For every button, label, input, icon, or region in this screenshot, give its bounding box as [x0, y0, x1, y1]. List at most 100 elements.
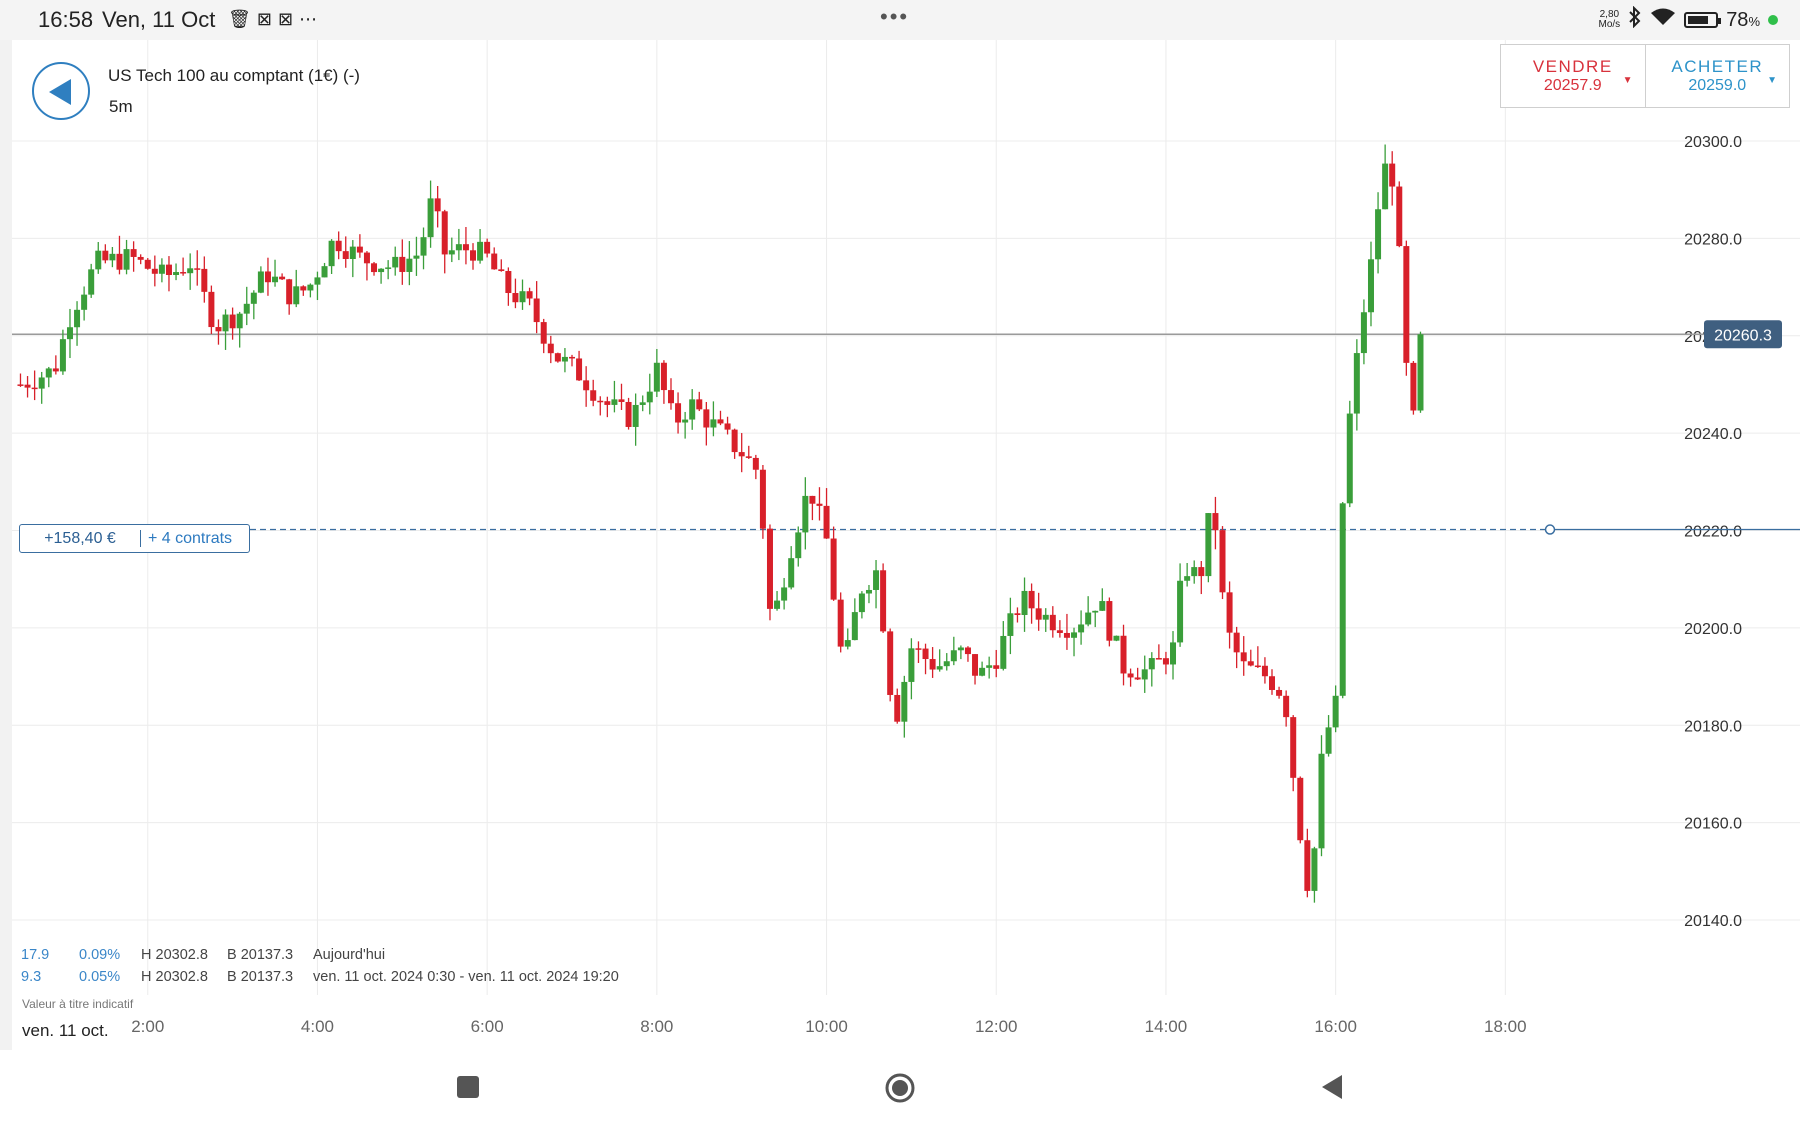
- candle-body: [38, 377, 45, 389]
- buy-price: 20259.0: [1688, 77, 1747, 94]
- candle-body: [1155, 658, 1162, 660]
- candle-body: [1389, 163, 1396, 187]
- chart-panel[interactable]: 20140.0 20160.0 20180.0 20200.0 20220.0 20240…: [12, 40, 1800, 1050]
- instrument-name[interactable]: US Tech 100 au comptant (1€) (-): [108, 66, 360, 85]
- back-button[interactable]: [32, 62, 90, 120]
- candle-body: [1148, 658, 1155, 670]
- candle-body: [17, 384, 24, 386]
- trash-icon: 🗑: [228, 9, 257, 29]
- position-marker: [1544, 524, 1556, 535]
- candle-body: [851, 612, 858, 641]
- candle-body: [1162, 658, 1169, 665]
- bluetooth-icon: [1628, 5, 1642, 34]
- stat-low: B 20137.3: [227, 969, 294, 985]
- chevron-down-icon[interactable]: ▼: [1767, 75, 1777, 86]
- sell-button[interactable]: VENDRE 20257.9 ▼: [1501, 45, 1646, 107]
- candle-body: [130, 249, 137, 257]
- candle-body: [215, 327, 222, 332]
- candle-body: [1283, 695, 1290, 718]
- candle-body: [137, 256, 144, 260]
- candle-body: [1325, 727, 1332, 754]
- candle-body: [696, 399, 703, 410]
- candle-body: [1375, 209, 1382, 260]
- candle-body: [894, 694, 901, 722]
- video-off-icon: ⊠: [277, 9, 300, 29]
- candle-body: [484, 241, 491, 254]
- candle-body: [1240, 652, 1247, 662]
- candle-body: [731, 429, 738, 453]
- candle-body: [349, 246, 356, 259]
- candle-body: [1184, 576, 1191, 581]
- current-price-label: 20260.3: [1714, 327, 1772, 344]
- candle-body: [1063, 632, 1070, 638]
- candle-body: [1247, 661, 1254, 666]
- candle-body: [477, 241, 484, 261]
- status-indicators: 2,80 Mo/s 78%: [1599, 5, 1778, 34]
- candle-body: [979, 667, 986, 676]
- candle-body: [569, 356, 575, 359]
- candle-body: [929, 659, 936, 670]
- position-badge[interactable]: +158,40 € + 4 contrats: [19, 524, 250, 553]
- candle-body: [1092, 610, 1099, 613]
- candle-body: [1254, 665, 1261, 668]
- candle-body: [399, 256, 406, 272]
- back-arrow-icon: [49, 79, 71, 105]
- home-button[interactable]: [884, 1072, 916, 1104]
- x-tick-label: 6:00: [471, 1017, 504, 1036]
- x-tick-label: 16:00: [1314, 1017, 1357, 1036]
- candle-body: [1078, 624, 1085, 633]
- buy-button[interactable]: ACHETER 20259.0 ▼: [1646, 45, 1790, 107]
- candle-body: [547, 343, 554, 354]
- candle-body: [1233, 632, 1240, 653]
- chevron-down-icon[interactable]: ▼: [1622, 75, 1633, 86]
- candle-body: [625, 401, 632, 427]
- y-tick-label: 20200.0: [1684, 621, 1742, 638]
- candle-body: [774, 600, 781, 609]
- candle-body: [1035, 608, 1042, 620]
- x-tick-label: 2:00: [131, 1017, 164, 1036]
- y-tick-label: 20220.0: [1684, 524, 1742, 541]
- candle-body: [363, 252, 370, 264]
- candle-body: [95, 250, 102, 270]
- stat-period: ven. 11 oct. 2024 0:30 - ven. 11 oct. 20…: [313, 969, 619, 985]
- sell-price: 20257.9: [1543, 77, 1602, 94]
- recents-button[interactable]: [456, 1075, 480, 1099]
- candle-body: [873, 570, 880, 590]
- notification-icons: 🗑⊠⊠⋯: [228, 9, 323, 30]
- candle-body: [964, 647, 971, 655]
- navigation-bar: [0, 1050, 1800, 1125]
- candle-body: [901, 681, 908, 722]
- status-bar: 16:58 Ven, 11 Oct 🗑⊠⊠⋯ ••• 2,80 Mo/s 78%: [0, 0, 1800, 40]
- candle-body: [590, 390, 597, 401]
- candle-body: [675, 403, 682, 423]
- candle-body: [88, 269, 95, 295]
- price-chart[interactable]: 20140.0 20160.0 20180.0 20200.0 20220.0 20240…: [12, 40, 1800, 1050]
- candle-body: [1085, 612, 1092, 625]
- privacy-dot-icon: [1768, 15, 1778, 25]
- candle-body: [1042, 614, 1049, 620]
- candle-body: [646, 391, 653, 403]
- candle-body: [597, 400, 604, 403]
- stat-percent: 0.09%: [79, 947, 121, 963]
- candle-body: [759, 469, 766, 529]
- timeframe-label[interactable]: 5m: [109, 97, 133, 116]
- candle-body: [272, 276, 279, 283]
- candle-body: [335, 240, 342, 252]
- candle-body: [1127, 673, 1134, 678]
- candle-body: [151, 268, 158, 274]
- back-nav-button[interactable]: [1320, 1074, 1344, 1100]
- candle-body: [526, 291, 533, 299]
- status-date: Ven, 11 Oct: [102, 7, 216, 32]
- candle-body: [689, 399, 696, 420]
- multiwindow-handle[interactable]: •••: [880, 4, 910, 29]
- candle-body: [1346, 413, 1353, 504]
- candle-body: [385, 267, 392, 269]
- candle-body: [519, 291, 526, 303]
- battery-percent: 78%: [1726, 8, 1760, 31]
- candle-body: [1106, 601, 1113, 641]
- candle-body: [632, 404, 639, 427]
- candle-body: [858, 593, 865, 613]
- y-tick-label: 20240.0: [1684, 426, 1742, 443]
- candle-body: [816, 503, 823, 506]
- candle-body: [972, 654, 979, 676]
